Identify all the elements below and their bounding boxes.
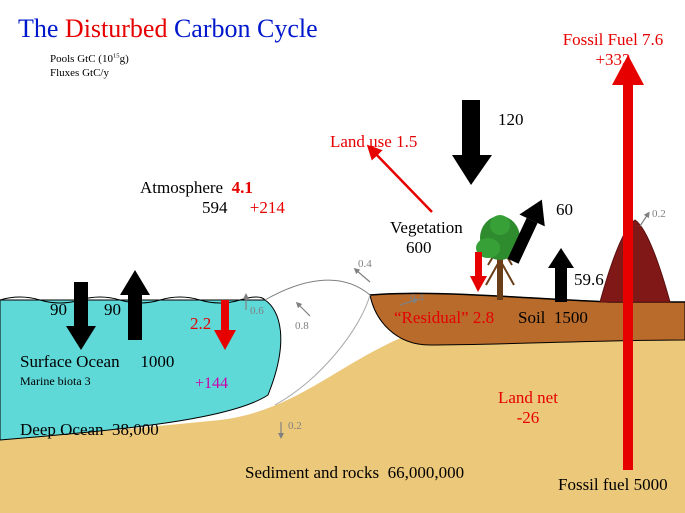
legend-pools: Pools GtC (1015g) xyxy=(50,52,129,66)
atmosphere-delta: +214 xyxy=(250,198,285,217)
atmosphere-label: Atmosphere xyxy=(140,178,223,197)
g04b: 0.4 xyxy=(410,292,424,304)
landuse-label: Land use 1.5 xyxy=(330,132,417,152)
land-net-name: Land net xyxy=(498,388,558,408)
fossil-top-name: Fossil Fuel 7.6 xyxy=(548,30,678,50)
diagram-stage: The Disturbed Carbon Cycle Pools GtC (10… xyxy=(0,0,685,513)
title-word1: The xyxy=(18,14,65,43)
soil-pool: 1500 xyxy=(554,308,588,327)
marine-biota: Marine biota 3 xyxy=(20,374,91,388)
g04a: 0.4 xyxy=(358,258,372,270)
fossil-pool-block: Fossil fuel 5000 xyxy=(558,475,668,495)
surface-ocean-name: Surface Ocean xyxy=(20,352,120,371)
atmosphere-flux: 4.1 xyxy=(232,178,253,197)
land-net-block: Land net -26 xyxy=(498,388,558,428)
soil-name: Soil xyxy=(518,308,545,327)
title-word2: Disturbed xyxy=(65,14,174,43)
g02a: 0.2 xyxy=(288,420,302,432)
gray-arrow-08 xyxy=(298,304,310,316)
flux-90-up-label: 90 xyxy=(104,300,121,320)
gray-arrow-04a xyxy=(356,270,370,282)
arrow-residual-down xyxy=(470,252,487,292)
g08: 0.8 xyxy=(295,320,309,332)
deep-ocean-name: Deep Ocean xyxy=(20,420,104,439)
g06: 0.6 xyxy=(250,305,264,317)
deep-ocean-pool: 38,000 xyxy=(112,420,159,439)
fossil-top: Fossil Fuel 7.6 +332 xyxy=(548,30,678,70)
flux-60: 60 xyxy=(556,200,573,220)
delta-144: +144 xyxy=(195,375,228,393)
legend-fluxes: Fluxes GtC/y xyxy=(50,66,129,80)
surface-ocean-pool: 1000 xyxy=(140,352,174,371)
g02b: 0.2 xyxy=(652,208,666,220)
atmosphere-pool: 594 xyxy=(202,198,228,217)
fossil-pool-val: 5000 xyxy=(634,475,668,494)
fossil-pool-name: Fossil fuel xyxy=(558,475,629,494)
gray-arrow-02b xyxy=(640,214,648,226)
vegetation-pool: 600 xyxy=(390,238,463,258)
title: The Disturbed Carbon Cycle xyxy=(18,14,318,44)
fossil-top-delta: +332 xyxy=(548,50,678,70)
vegetation-block: Vegetation 600 xyxy=(390,218,463,257)
arrow-120-down xyxy=(452,100,492,185)
legend: Pools GtC (1015g) Fluxes GtC/y xyxy=(50,52,129,81)
land-net-val: -26 xyxy=(498,408,558,428)
vegetation-name: Vegetation xyxy=(390,218,463,238)
sediment-name: Sediment and rocks xyxy=(245,463,379,482)
arrow-landuse xyxy=(372,150,432,212)
title-word3: Carbon Cycle xyxy=(174,14,318,43)
deep-ocean-block: Deep Ocean 38,000 xyxy=(20,420,159,440)
flux-596: 59.6 xyxy=(574,270,604,290)
sediment-pool: 66,000,000 xyxy=(388,463,465,482)
flux-22-label: 2.2 xyxy=(190,314,211,334)
arrow-596-up xyxy=(548,248,574,302)
soil-block: Soil 1500 xyxy=(518,308,588,328)
flux-120: 120 xyxy=(498,110,524,130)
atmosphere-block: Atmosphere 4.1 594 +214 xyxy=(140,178,285,218)
surface-ocean-block: Surface Ocean 1000 Marine biota 3 xyxy=(20,352,174,390)
sediment-block: Sediment and rocks 66,000,000 xyxy=(245,463,464,483)
residual-label: “Residual” 2.8 xyxy=(394,308,494,328)
flux-90-down-label: 90 xyxy=(50,300,67,320)
